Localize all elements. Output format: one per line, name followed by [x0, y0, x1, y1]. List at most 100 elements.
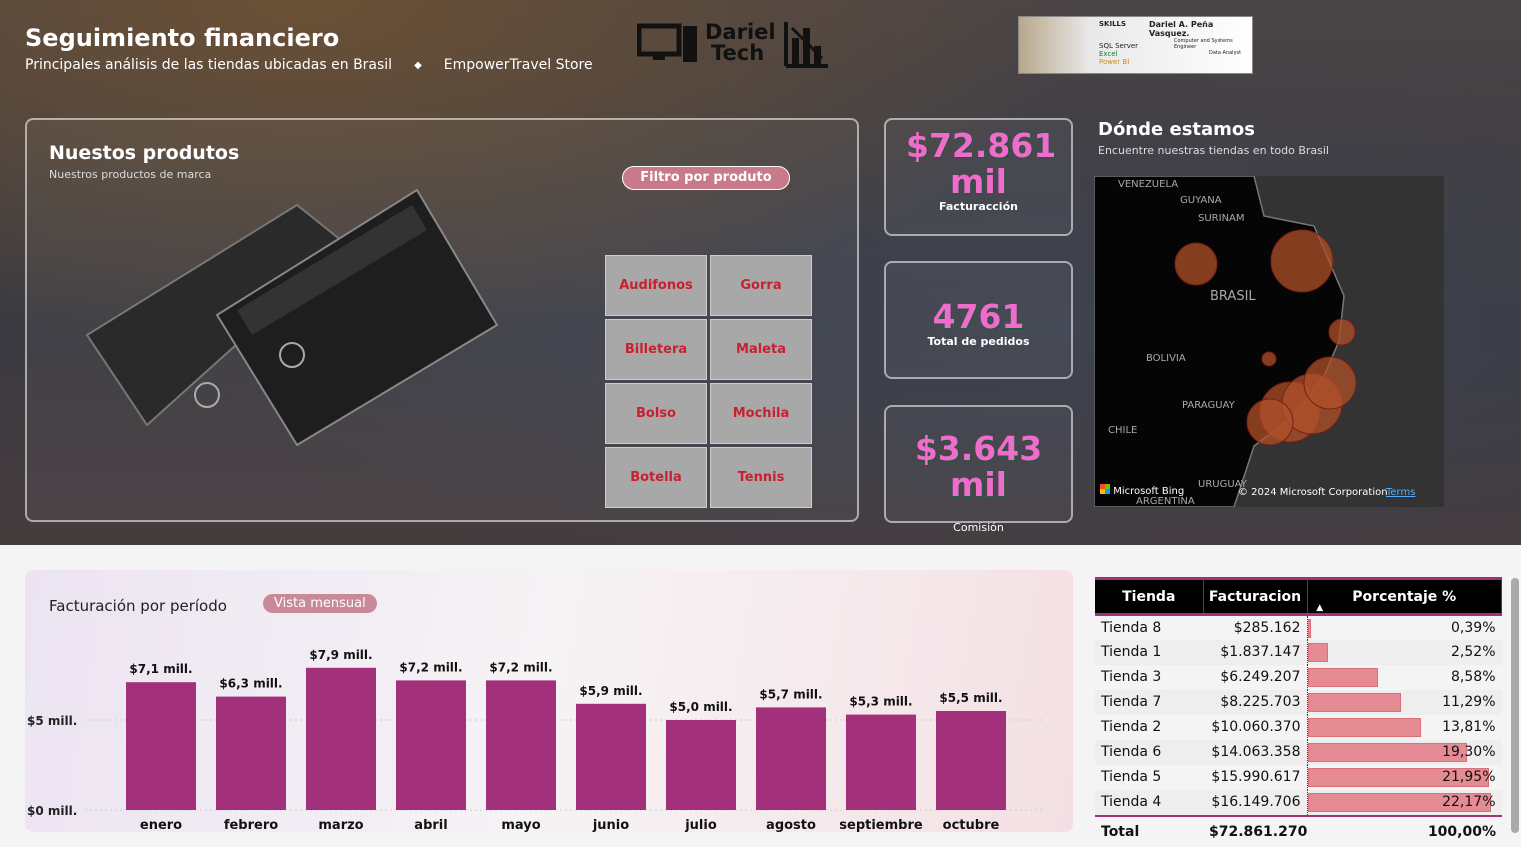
- data-label: $5,5 mill.: [939, 691, 1002, 705]
- kpi-label: Comisión: [953, 521, 1004, 534]
- percentage-text: 19,30%: [1442, 744, 1496, 760]
- bullet-icon: ◆: [414, 59, 422, 71]
- bing-logo: Microsoft Bing: [1100, 484, 1184, 497]
- store-percentage: 19,30%: [1306, 739, 1502, 765]
- bar-abril[interactable]: [396, 680, 466, 810]
- product-button-gorra[interactable]: Gorra: [710, 255, 812, 316]
- store-billing: $14.063.358: [1203, 739, 1307, 765]
- table-row[interactable]: Tienda 5 $15.990.617 21,95%: [1095, 764, 1502, 790]
- data-label: $6,3 mill.: [219, 677, 282, 691]
- store-percentage: 21,95%: [1306, 764, 1502, 790]
- chart-title: Facturación por período: [49, 597, 227, 615]
- percentage-bar: [1307, 642, 1329, 662]
- map-canvas: [1094, 176, 1357, 507]
- banner-tool: Power BI: [1099, 58, 1130, 66]
- table-row[interactable]: Tienda 3 $6.249.207 8,58%: [1095, 664, 1502, 690]
- percentage-text: 13,81%: [1442, 719, 1496, 735]
- map-label: BOLIVIA: [1146, 353, 1186, 364]
- column-header-porcentaje[interactable]: Porcentaje % ▲: [1307, 578, 1502, 615]
- bar-julio[interactable]: [666, 720, 736, 810]
- kpi-value: 4761: [932, 297, 1025, 336]
- store-name: Tienda 7: [1095, 689, 1203, 715]
- store-map[interactable]: VENEZUELA GUYANA SURINAM BRASIL BOLIVIA …: [1094, 176, 1444, 507]
- store-bubble: [1261, 351, 1277, 367]
- product-button-billetera[interactable]: Billetera: [605, 319, 707, 380]
- microsoft-icon: [1100, 484, 1110, 494]
- map-label: ARGENTINA: [1136, 496, 1195, 507]
- bar-junio[interactable]: [576, 703, 646, 810]
- products-title: Nuestos produtos: [49, 142, 240, 164]
- profile-banner: SKILLS Dariel A. Peña Vasquez. Computer …: [1018, 16, 1253, 74]
- x-tick-label: julio: [684, 818, 717, 832]
- data-label: $7,1 mill.: [129, 662, 192, 676]
- product-button-audifonos[interactable]: Audifonos: [605, 255, 707, 316]
- percentage-text: 11,29%: [1442, 694, 1496, 710]
- x-tick-label: mayo: [501, 818, 540, 832]
- map-label: CHILE: [1108, 425, 1138, 436]
- logo-line1: Dariel: [705, 20, 776, 44]
- data-label: $7,2 mill.: [399, 660, 462, 674]
- store-billing: $6.249.207: [1220, 669, 1301, 685]
- kpi-label: Facturacción: [939, 200, 1018, 213]
- store-percentage: 13,81%: [1306, 714, 1502, 740]
- table-row[interactable]: Tienda 6 $14.063.358 19,30%: [1095, 739, 1502, 765]
- x-tick-label: septiembre: [839, 818, 923, 832]
- bar-agosto[interactable]: [756, 707, 826, 810]
- map-copyright: © 2024 Microsoft Corporation: [1238, 487, 1388, 498]
- percentage-text: 22,17%: [1442, 794, 1496, 810]
- percentage-bar: [1307, 742, 1467, 762]
- bar-marzo[interactable]: [306, 667, 376, 810]
- store-percentage: 0,39%: [1306, 614, 1502, 640]
- percentage-bar: [1307, 667, 1379, 687]
- product-button-maleta[interactable]: Maleta: [710, 319, 812, 380]
- table-row[interactable]: Tienda 8 $285.162 0,39%: [1095, 614, 1502, 640]
- store-billing: $8.225.703: [1203, 689, 1307, 715]
- store-billing: $15.990.617: [1211, 769, 1301, 785]
- product-button-botella[interactable]: Botella: [605, 447, 707, 508]
- computer-icon: [637, 23, 697, 62]
- bar-octubre[interactable]: [936, 711, 1006, 810]
- bar-febrero[interactable]: [216, 696, 286, 810]
- bar-septiembre[interactable]: [846, 714, 916, 810]
- products-panel: Nuestos produtos Nuestros productos de m…: [25, 118, 859, 522]
- bar-mayo[interactable]: [486, 680, 556, 810]
- product-button-tennis[interactable]: Tennis: [710, 447, 812, 508]
- bar-enero[interactable]: [126, 682, 196, 810]
- percentage-text: 0,39%: [1451, 619, 1496, 636]
- table-row[interactable]: Tienda 1 $1.837.147 2,52%: [1095, 639, 1502, 665]
- map-title: Dónde estamos: [1098, 119, 1255, 140]
- map-subtitle: Encuentre nuestras tiendas en todo Brasi…: [1098, 144, 1329, 157]
- wallet-image: [85, 188, 499, 447]
- store-percentage: 8,58%: [1306, 664, 1502, 690]
- y-tick-label: $5 mill.: [27, 714, 77, 728]
- chart-logo-icon: [783, 22, 828, 68]
- subtitle-text: Principales análisis de las tiendas ubic…: [25, 57, 393, 73]
- page-subtitle: Principales análisis de las tiendas ubic…: [25, 57, 593, 73]
- column-header-facturacion[interactable]: Facturacion: [1203, 578, 1308, 615]
- bar-chart: $0 mill. $5 mill. $7,1 mill. enero $6,3 mill…: [27, 648, 1045, 832]
- monthly-view-toggle[interactable]: Vista mensual: [263, 594, 377, 613]
- map-label: SURINAM: [1198, 213, 1245, 224]
- products-subtitle: Nuestros productos de marca: [49, 168, 212, 181]
- store-bubble: [1328, 318, 1356, 346]
- store-name: Tienda 4: [1095, 789, 1203, 815]
- product-button-bolso[interactable]: Bolso: [605, 383, 707, 444]
- store-name: Tienda 8: [1101, 619, 1162, 636]
- table-row[interactable]: Tienda 7 $8.225.703 11,29%: [1095, 689, 1502, 715]
- table-row[interactable]: Tienda 2 $10.060.370 13,81%: [1095, 714, 1502, 740]
- column-header-tienda[interactable]: Tienda: [1095, 578, 1204, 615]
- store-percentage: 11,29%: [1306, 689, 1502, 715]
- store-name: EmpowerTravel Store: [443, 57, 593, 73]
- map-terms-link[interactable]: Terms: [1386, 487, 1416, 498]
- table-scrollbar[interactable]: [1511, 578, 1519, 833]
- x-tick-label: abril: [414, 818, 447, 832]
- x-tick-label: junio: [592, 818, 629, 832]
- store-name: Tienda 2: [1101, 719, 1162, 735]
- kpi-card-comision: $3.643 mil Comisión: [884, 405, 1073, 534]
- product-button-mochila[interactable]: Mochila: [710, 383, 812, 444]
- store-percentage: 2,52%: [1306, 639, 1502, 665]
- table-row[interactable]: Tienda 4 $16.149.706 22,17%: [1095, 789, 1502, 815]
- header-label: Porcentaje %: [1352, 588, 1457, 605]
- percentage-text: 21,95%: [1442, 769, 1496, 785]
- store-name: Tienda 1: [1095, 639, 1203, 665]
